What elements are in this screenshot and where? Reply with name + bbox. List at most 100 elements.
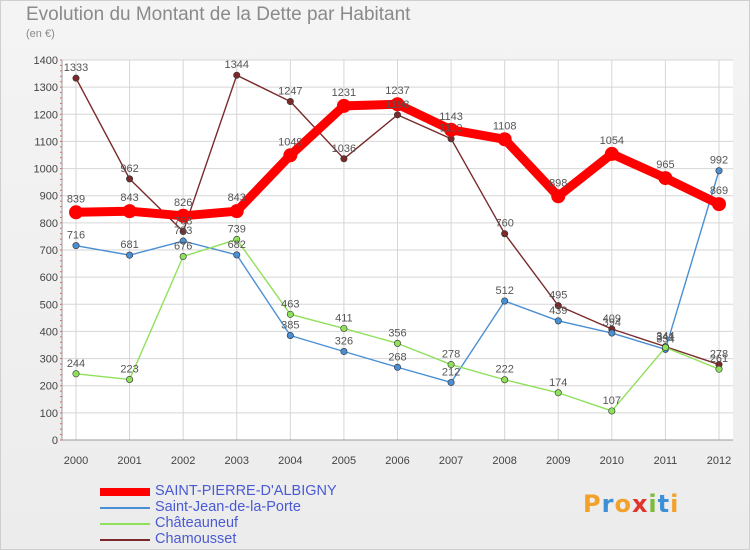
data-point [661, 343, 669, 351]
data-point [390, 97, 405, 112]
y-tick-label: 300 [40, 354, 58, 366]
data-point [497, 132, 512, 147]
data-point [604, 146, 619, 161]
data-point [340, 324, 348, 332]
data-point [501, 376, 509, 384]
x-tick-label: 2011 [654, 455, 678, 467]
data-point [233, 251, 241, 259]
y-tick-label: 100 [40, 408, 58, 420]
x-tick-label: 2005 [332, 455, 356, 467]
legend-label: Saint-Jean-de-la-Porte [155, 499, 301, 515]
y-tick-label: 1400 [34, 55, 58, 67]
data-point [447, 361, 455, 369]
data-label: 222 [495, 364, 513, 376]
data-label: 344 [656, 331, 674, 343]
data-point [712, 197, 726, 212]
y-tick-label: 400 [40, 326, 58, 338]
data-point [286, 331, 294, 339]
proxiti-logo: Proxiti [583, 490, 679, 518]
data-label: 1333 [64, 62, 88, 74]
data-label: 681 [120, 239, 138, 251]
data-point [126, 175, 134, 183]
data-point [340, 348, 348, 356]
y-tick-label: 1000 [34, 164, 58, 176]
legend-swatch [100, 488, 150, 496]
legend-label: Châteauneuf [155, 515, 239, 531]
data-point [501, 230, 509, 238]
data-label: 768 [174, 216, 192, 228]
data-point [286, 310, 294, 318]
data-label: 341 [656, 331, 674, 343]
logo-letter: t [657, 490, 671, 518]
data-point [283, 148, 298, 163]
data-point [393, 363, 401, 371]
y-tick-label: 1200 [34, 109, 58, 121]
data-label: 1237 [385, 85, 409, 97]
data-point [554, 389, 562, 397]
data-label: 1143 [439, 111, 463, 123]
y-tick-label: 1300 [34, 82, 58, 94]
data-point [72, 74, 80, 82]
data-label: 962 [120, 163, 138, 175]
data-point [126, 251, 134, 259]
legend-swatch [100, 523, 150, 525]
data-label: 278 [442, 349, 460, 361]
data-point [179, 253, 187, 261]
data-label: 334 [656, 333, 674, 345]
x-tick-label: 2001 [117, 455, 141, 467]
data-label: 733 [174, 225, 192, 237]
data-label: 107 [603, 395, 621, 407]
data-point [72, 370, 80, 378]
y-tick-label: 200 [40, 381, 58, 393]
data-label: 965 [656, 159, 674, 171]
data-label: 760 [495, 218, 513, 230]
legend-swatch [100, 539, 150, 541]
data-point [554, 302, 562, 310]
x-tick-label: 2002 [171, 455, 195, 467]
data-point [286, 98, 294, 106]
y-tick-label: 1100 [34, 136, 58, 148]
x-tick-label: 2003 [225, 455, 249, 467]
data-label: 174 [549, 377, 567, 389]
data-label: 1110 [440, 123, 463, 135]
legend: SAINT-PIERRE-D'ALBIGNY Saint-Jean-de-la-… [100, 483, 400, 548]
data-label: 1247 [278, 86, 302, 98]
data-label: 212 [442, 366, 460, 378]
data-label: 1054 [600, 135, 624, 147]
data-label: 843 [228, 192, 246, 204]
logo-letter: i [648, 490, 658, 518]
data-point [393, 111, 401, 119]
legend-item: SAINT-PIERRE-D'ALBIGNY [100, 483, 400, 500]
data-point [715, 365, 723, 373]
data-label: 843 [120, 192, 138, 204]
y-tick-label: 0 [52, 435, 58, 447]
legend-label: SAINT-PIERRE-D'ALBIGNY [155, 483, 337, 499]
data-point [608, 407, 616, 415]
data-label: 495 [549, 290, 567, 302]
data-label: 411 [335, 312, 353, 324]
data-point [229, 204, 244, 219]
data-label: 716 [67, 230, 85, 242]
data-label: 1231 [332, 87, 356, 99]
legend-label: Chamousset [155, 531, 237, 547]
x-tick-label: 2012 [707, 455, 731, 467]
data-point [179, 228, 187, 236]
data-label: 1108 [493, 120, 517, 132]
data-label: 1049 [278, 136, 302, 148]
data-label: 385 [281, 320, 299, 332]
x-tick-label: 2009 [546, 455, 570, 467]
x-tick-label: 2010 [600, 455, 624, 467]
data-label: 898 [549, 177, 567, 189]
data-label: 992 [710, 155, 728, 167]
data-point [336, 98, 351, 113]
y-tick-label: 500 [40, 299, 58, 311]
logo-letter: o [614, 490, 632, 518]
data-label: 512 [495, 285, 513, 297]
logo-letter: P [583, 490, 602, 518]
data-point [608, 329, 616, 337]
y-tick-label: 900 [40, 191, 58, 203]
data-label: 682 [228, 239, 246, 251]
data-point [340, 155, 348, 163]
data-point [501, 297, 509, 305]
legend-item: Chamousset [100, 531, 400, 548]
